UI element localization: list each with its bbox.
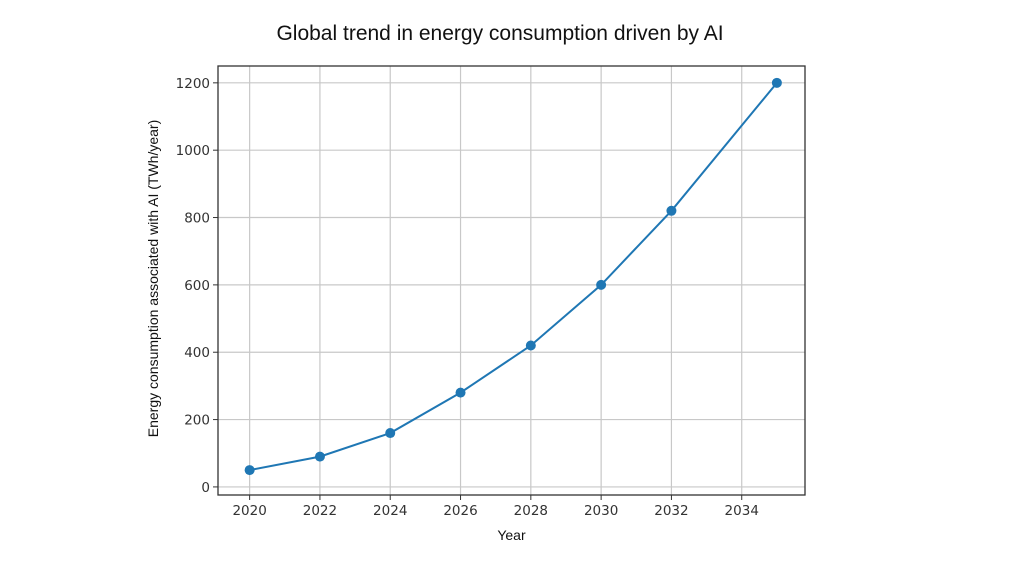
x-tick-label: 2022 [303, 503, 337, 519]
y-tick-label: 600 [184, 278, 210, 294]
y-axis-label: Energy consumption associated with AI (T… [145, 120, 161, 437]
data-point [666, 205, 677, 216]
x-tick-label: 2026 [443, 503, 477, 519]
data-point [525, 340, 536, 351]
x-tick-label: 2030 [584, 503, 618, 519]
data-point [596, 279, 607, 290]
series-line [249, 82, 778, 472]
x-axis-label: Year [497, 527, 526, 543]
plot-frame [217, 65, 806, 496]
x-tick-label: 2028 [514, 503, 548, 519]
data-point [385, 428, 396, 439]
chart-title: Global trend in energy consumption drive… [276, 22, 724, 45]
y-tick-label: 1200 [176, 76, 210, 92]
data-point [771, 77, 782, 88]
y-tick-label: 400 [184, 345, 210, 361]
data-point [314, 451, 325, 462]
x-tick-label: 2034 [725, 503, 759, 519]
y-tick-label: 0 [201, 480, 210, 496]
x-tick-label: 2024 [373, 503, 407, 519]
data-point [244, 465, 255, 476]
y-tick-label: 1000 [176, 143, 210, 159]
y-tick-label: 200 [184, 413, 210, 429]
x-tick-label: 2020 [232, 503, 266, 519]
y-tick-label: 800 [184, 211, 210, 227]
data-point [455, 387, 466, 398]
x-tick-label: 2032 [654, 503, 688, 519]
